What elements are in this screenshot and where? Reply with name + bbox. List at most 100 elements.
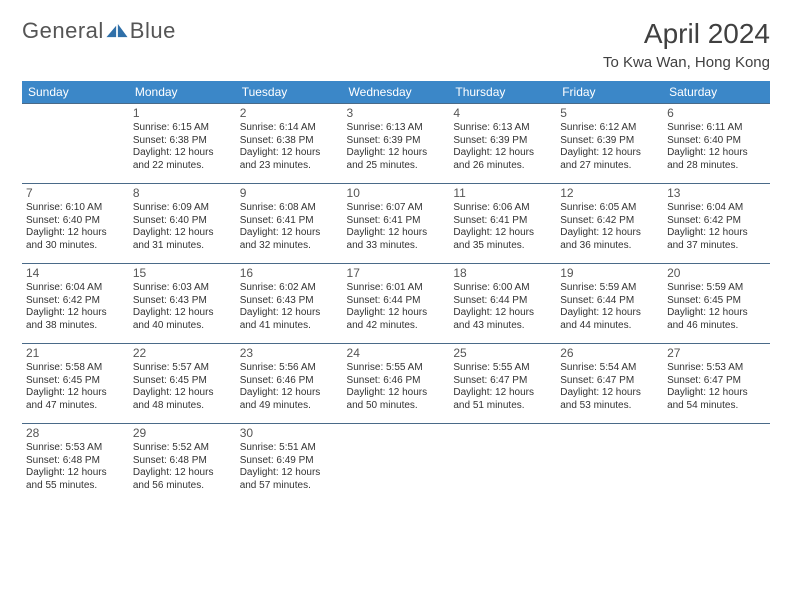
calendar-day-cell: 14Sunrise: 6:04 AMSunset: 6:42 PMDayligh… [22,264,129,344]
day-number: 10 [347,186,446,201]
sunrise-line: Sunrise: 6:15 AM [133,122,232,135]
calendar-day-cell: 1Sunrise: 6:15 AMSunset: 6:38 PMDaylight… [129,104,236,184]
calendar-day-cell [22,104,129,184]
weekday-header-row: Sunday Monday Tuesday Wednesday Thursday… [22,81,770,104]
sunrise-line: Sunrise: 6:02 AM [240,282,339,295]
header: General Blue April 2024 To Kwa Wan, Hong… [22,18,770,71]
weekday-header: Saturday [663,81,770,104]
calendar-day-cell: 20Sunrise: 5:59 AMSunset: 6:45 PMDayligh… [663,264,770,344]
sunrise-line: Sunrise: 5:53 AM [26,442,125,455]
daylight-line: Daylight: 12 hours and 40 minutes. [133,307,232,332]
calendar-day-cell: 10Sunrise: 6:07 AMSunset: 6:41 PMDayligh… [343,184,450,264]
day-number: 23 [240,346,339,361]
day-info: Sunrise: 5:55 AMSunset: 6:46 PMDaylight:… [347,362,446,412]
calendar-table: Sunday Monday Tuesday Wednesday Thursday… [22,81,770,504]
calendar-day-cell: 19Sunrise: 5:59 AMSunset: 6:44 PMDayligh… [556,264,663,344]
day-info: Sunrise: 6:07 AMSunset: 6:41 PMDaylight:… [347,202,446,252]
sunset-line: Sunset: 6:49 PM [240,455,339,468]
sunset-line: Sunset: 6:41 PM [453,215,552,228]
day-number: 27 [667,346,766,361]
sunset-line: Sunset: 6:43 PM [133,295,232,308]
calendar-day-cell: 17Sunrise: 6:01 AMSunset: 6:44 PMDayligh… [343,264,450,344]
weekday-header: Tuesday [236,81,343,104]
calendar-day-cell: 29Sunrise: 5:52 AMSunset: 6:48 PMDayligh… [129,424,236,504]
daylight-line: Daylight: 12 hours and 25 minutes. [347,147,446,172]
calendar-day-cell: 5Sunrise: 6:12 AMSunset: 6:39 PMDaylight… [556,104,663,184]
sunset-line: Sunset: 6:47 PM [560,375,659,388]
day-number: 12 [560,186,659,201]
calendar-day-cell [663,424,770,504]
sunset-line: Sunset: 6:38 PM [240,135,339,148]
brand-part2: Blue [130,18,176,44]
day-number: 24 [347,346,446,361]
day-number: 19 [560,266,659,281]
sunrise-line: Sunrise: 6:05 AM [560,202,659,215]
day-number: 6 [667,106,766,121]
calendar-day-cell: 16Sunrise: 6:02 AMSunset: 6:43 PMDayligh… [236,264,343,344]
sunset-line: Sunset: 6:45 PM [26,375,125,388]
daylight-line: Daylight: 12 hours and 42 minutes. [347,307,446,332]
day-info: Sunrise: 5:53 AMSunset: 6:48 PMDaylight:… [26,442,125,492]
weekday-header: Wednesday [343,81,450,104]
daylight-line: Daylight: 12 hours and 50 minutes. [347,387,446,412]
day-info: Sunrise: 6:14 AMSunset: 6:38 PMDaylight:… [240,122,339,172]
calendar-day-cell: 25Sunrise: 5:55 AMSunset: 6:47 PMDayligh… [449,344,556,424]
sunset-line: Sunset: 6:42 PM [560,215,659,228]
day-info: Sunrise: 5:53 AMSunset: 6:47 PMDaylight:… [667,362,766,412]
day-info: Sunrise: 6:10 AMSunset: 6:40 PMDaylight:… [26,202,125,252]
sunrise-line: Sunrise: 6:09 AM [133,202,232,215]
sunset-line: Sunset: 6:42 PM [26,295,125,308]
sunrise-line: Sunrise: 5:55 AM [347,362,446,375]
calendar-day-cell: 24Sunrise: 5:55 AMSunset: 6:46 PMDayligh… [343,344,450,424]
day-info: Sunrise: 6:09 AMSunset: 6:40 PMDaylight:… [133,202,232,252]
sunrise-line: Sunrise: 6:12 AM [560,122,659,135]
day-info: Sunrise: 6:13 AMSunset: 6:39 PMDaylight:… [347,122,446,172]
daylight-line: Daylight: 12 hours and 57 minutes. [240,467,339,492]
day-info: Sunrise: 5:59 AMSunset: 6:45 PMDaylight:… [667,282,766,332]
day-number: 20 [667,266,766,281]
calendar-day-cell: 2Sunrise: 6:14 AMSunset: 6:38 PMDaylight… [236,104,343,184]
daylight-line: Daylight: 12 hours and 47 minutes. [26,387,125,412]
title-block: April 2024 To Kwa Wan, Hong Kong [603,18,770,71]
day-number: 3 [347,106,446,121]
brand-logo: General Blue [22,18,176,44]
sunrise-line: Sunrise: 5:51 AM [240,442,339,455]
sunset-line: Sunset: 6:44 PM [453,295,552,308]
sunset-line: Sunset: 6:42 PM [667,215,766,228]
sunrise-line: Sunrise: 5:56 AM [240,362,339,375]
sunrise-line: Sunrise: 5:57 AM [133,362,232,375]
day-info: Sunrise: 6:04 AMSunset: 6:42 PMDaylight:… [26,282,125,332]
calendar-day-cell: 21Sunrise: 5:58 AMSunset: 6:45 PMDayligh… [22,344,129,424]
day-info: Sunrise: 6:15 AMSunset: 6:38 PMDaylight:… [133,122,232,172]
day-number: 2 [240,106,339,121]
calendar-week-row: 1Sunrise: 6:15 AMSunset: 6:38 PMDaylight… [22,104,770,184]
day-number: 26 [560,346,659,361]
sunset-line: Sunset: 6:46 PM [347,375,446,388]
daylight-line: Daylight: 12 hours and 44 minutes. [560,307,659,332]
day-info: Sunrise: 5:55 AMSunset: 6:47 PMDaylight:… [453,362,552,412]
calendar-day-cell: 7Sunrise: 6:10 AMSunset: 6:40 PMDaylight… [22,184,129,264]
sunrise-line: Sunrise: 5:58 AM [26,362,125,375]
daylight-line: Daylight: 12 hours and 49 minutes. [240,387,339,412]
daylight-line: Daylight: 12 hours and 28 minutes. [667,147,766,172]
sunrise-line: Sunrise: 6:08 AM [240,202,339,215]
day-number: 29 [133,426,232,441]
day-info: Sunrise: 6:02 AMSunset: 6:43 PMDaylight:… [240,282,339,332]
daylight-line: Daylight: 12 hours and 56 minutes. [133,467,232,492]
daylight-line: Daylight: 12 hours and 23 minutes. [240,147,339,172]
sunrise-line: Sunrise: 6:06 AM [453,202,552,215]
calendar-week-row: 21Sunrise: 5:58 AMSunset: 6:45 PMDayligh… [22,344,770,424]
calendar-day-cell: 8Sunrise: 6:09 AMSunset: 6:40 PMDaylight… [129,184,236,264]
month-title: April 2024 [603,18,770,50]
day-number: 7 [26,186,125,201]
sunset-line: Sunset: 6:38 PM [133,135,232,148]
daylight-line: Daylight: 12 hours and 26 minutes. [453,147,552,172]
calendar-day-cell: 22Sunrise: 5:57 AMSunset: 6:45 PMDayligh… [129,344,236,424]
daylight-line: Daylight: 12 hours and 48 minutes. [133,387,232,412]
calendar-day-cell [449,424,556,504]
day-number: 13 [667,186,766,201]
calendar-day-cell: 11Sunrise: 6:06 AMSunset: 6:41 PMDayligh… [449,184,556,264]
daylight-line: Daylight: 12 hours and 51 minutes. [453,387,552,412]
sunrise-line: Sunrise: 6:14 AM [240,122,339,135]
sunset-line: Sunset: 6:45 PM [133,375,232,388]
